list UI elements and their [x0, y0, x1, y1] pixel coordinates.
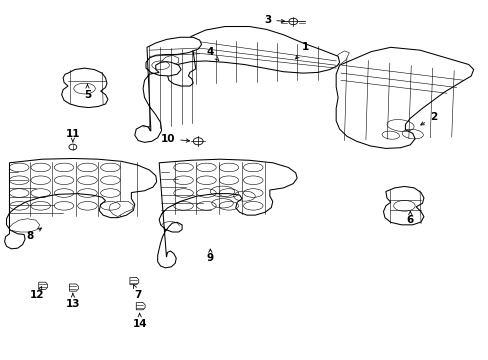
Polygon shape — [158, 159, 297, 268]
Text: 5: 5 — [84, 84, 91, 100]
Polygon shape — [135, 37, 201, 142]
Text: 13: 13 — [65, 293, 80, 309]
Polygon shape — [161, 55, 178, 69]
Polygon shape — [4, 158, 157, 249]
Polygon shape — [167, 27, 339, 86]
Text: 8: 8 — [26, 228, 41, 240]
Text: 9: 9 — [206, 249, 213, 263]
Text: 4: 4 — [206, 46, 218, 60]
Text: 10: 10 — [161, 134, 189, 144]
Text: 14: 14 — [132, 313, 147, 329]
Text: 1: 1 — [295, 42, 308, 59]
Polygon shape — [109, 202, 133, 217]
Text: 11: 11 — [65, 129, 80, 142]
Text: 3: 3 — [264, 15, 284, 25]
Text: 12: 12 — [30, 287, 44, 301]
Polygon shape — [61, 68, 108, 108]
Polygon shape — [335, 51, 348, 65]
Text: 2: 2 — [420, 112, 436, 125]
Polygon shape — [335, 47, 473, 148]
Text: 6: 6 — [406, 211, 413, 225]
Polygon shape — [383, 186, 423, 225]
Text: 7: 7 — [133, 285, 142, 301]
